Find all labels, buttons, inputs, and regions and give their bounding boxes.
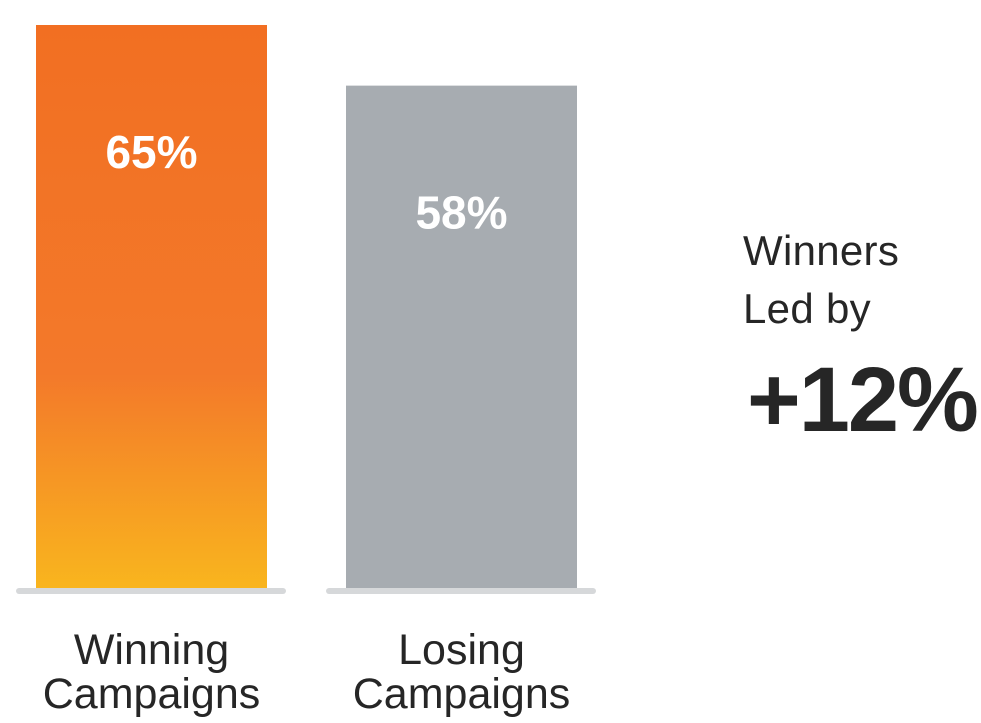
- bar-winning: [36, 25, 267, 588]
- annotation-line-1: Winners: [743, 227, 900, 274]
- value-label-losing: 58%: [415, 187, 507, 239]
- annotation-line-2: Led by: [743, 285, 871, 332]
- value-label-winning: 65%: [105, 126, 197, 178]
- category-label-winning-line-2: Campaigns: [43, 670, 261, 718]
- annotation-value: +12%: [747, 349, 979, 451]
- comparison-annotation: Winners Led by +12%: [743, 222, 979, 448]
- bars-layer: [36, 25, 577, 588]
- baseline-losing: [326, 588, 596, 594]
- bar-losing: [346, 85, 577, 588]
- baselines-layer: [16, 588, 596, 594]
- baseline-winning: [16, 588, 286, 594]
- category-label-winning-line-1: Winning: [74, 626, 229, 674]
- category-label-losing-line-1: Losing: [398, 626, 525, 674]
- category-label-losing-line-2: Campaigns: [353, 670, 571, 718]
